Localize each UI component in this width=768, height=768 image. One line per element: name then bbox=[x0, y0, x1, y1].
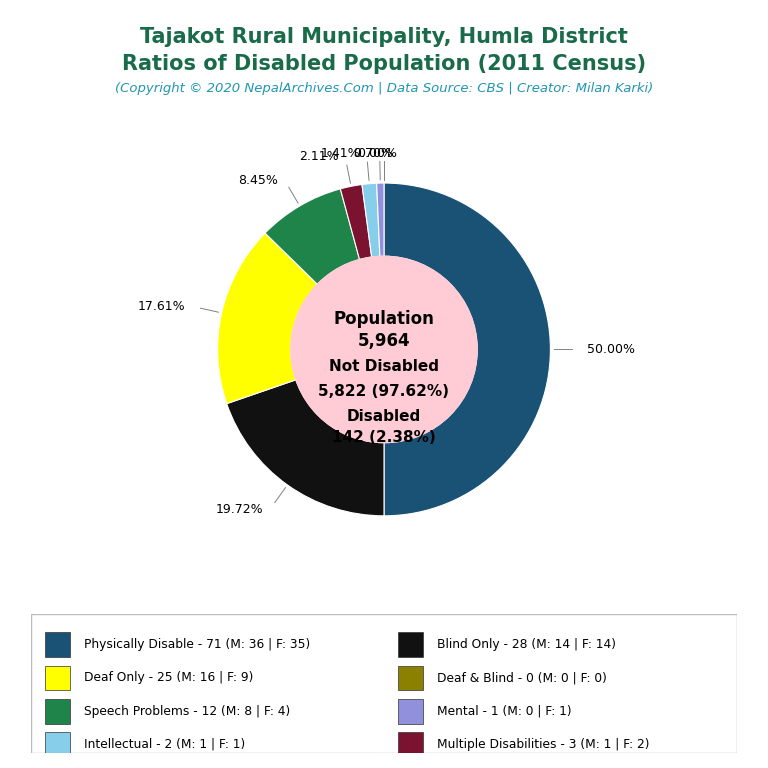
Text: Disabled: Disabled bbox=[347, 409, 421, 423]
Text: Multiple Disabilities - 3 (M: 1 | F: 2): Multiple Disabilities - 3 (M: 1 | F: 2) bbox=[437, 738, 650, 751]
Text: Deaf Only - 25 (M: 16 | F: 9): Deaf Only - 25 (M: 16 | F: 9) bbox=[84, 671, 253, 684]
Wedge shape bbox=[217, 233, 317, 404]
Text: 5,964: 5,964 bbox=[358, 332, 410, 350]
Text: Mental - 1 (M: 0 | F: 1): Mental - 1 (M: 0 | F: 1) bbox=[437, 705, 571, 717]
Text: 50.00%: 50.00% bbox=[587, 343, 635, 356]
Text: Population: Population bbox=[333, 310, 435, 329]
Text: 5,822 (97.62%): 5,822 (97.62%) bbox=[319, 383, 449, 399]
FancyBboxPatch shape bbox=[31, 614, 737, 753]
FancyBboxPatch shape bbox=[398, 666, 423, 690]
Circle shape bbox=[291, 257, 477, 442]
Text: Intellectual - 2 (M: 1 | F: 1): Intellectual - 2 (M: 1 | F: 1) bbox=[84, 738, 245, 751]
Text: Speech Problems - 12 (M: 8 | F: 4): Speech Problems - 12 (M: 8 | F: 4) bbox=[84, 705, 290, 717]
Wedge shape bbox=[227, 380, 384, 516]
FancyBboxPatch shape bbox=[45, 666, 70, 690]
Text: Tajakot Rural Municipality, Humla District: Tajakot Rural Municipality, Humla Distri… bbox=[140, 27, 628, 47]
Text: 2.11%: 2.11% bbox=[299, 151, 339, 164]
Wedge shape bbox=[362, 184, 380, 257]
FancyBboxPatch shape bbox=[398, 632, 423, 657]
FancyBboxPatch shape bbox=[398, 699, 423, 723]
FancyBboxPatch shape bbox=[45, 632, 70, 657]
FancyBboxPatch shape bbox=[45, 732, 70, 756]
Text: Not Disabled: Not Disabled bbox=[329, 359, 439, 373]
FancyBboxPatch shape bbox=[45, 699, 70, 723]
Text: 19.72%: 19.72% bbox=[216, 503, 263, 516]
Text: 142 (2.38%): 142 (2.38%) bbox=[332, 430, 436, 445]
FancyBboxPatch shape bbox=[398, 732, 423, 756]
Text: Deaf & Blind - 0 (M: 0 | F: 0): Deaf & Blind - 0 (M: 0 | F: 0) bbox=[437, 671, 607, 684]
Wedge shape bbox=[376, 183, 384, 257]
Wedge shape bbox=[265, 189, 359, 284]
Text: 0.70%: 0.70% bbox=[353, 147, 393, 160]
Text: 0.00%: 0.00% bbox=[357, 147, 397, 160]
Text: 8.45%: 8.45% bbox=[238, 174, 278, 187]
Text: (Copyright © 2020 NepalArchives.Com | Data Source: CBS | Creator: Milan Karki): (Copyright © 2020 NepalArchives.Com | Da… bbox=[115, 82, 653, 95]
Text: Blind Only - 28 (M: 14 | F: 14): Blind Only - 28 (M: 14 | F: 14) bbox=[437, 638, 616, 651]
Wedge shape bbox=[340, 184, 372, 260]
Wedge shape bbox=[384, 183, 551, 516]
Text: 1.41%: 1.41% bbox=[320, 147, 360, 161]
Text: 17.61%: 17.61% bbox=[138, 300, 186, 313]
Text: Physically Disable - 71 (M: 36 | F: 35): Physically Disable - 71 (M: 36 | F: 35) bbox=[84, 638, 310, 651]
Text: Ratios of Disabled Population (2011 Census): Ratios of Disabled Population (2011 Cens… bbox=[122, 54, 646, 74]
